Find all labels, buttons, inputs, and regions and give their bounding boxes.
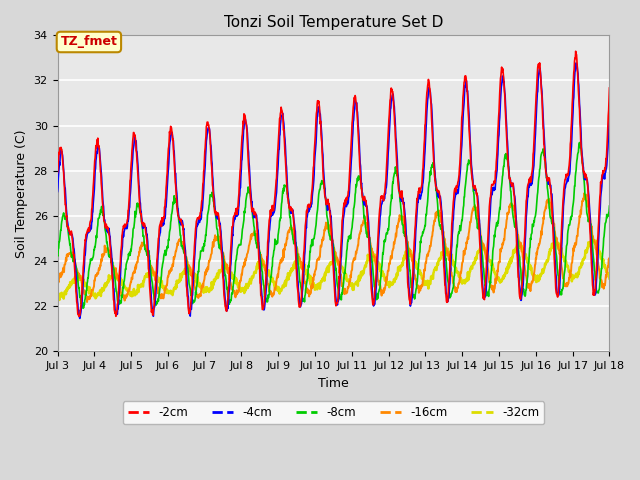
X-axis label: Time: Time xyxy=(318,377,349,390)
Title: Tonzi Soil Temperature Set D: Tonzi Soil Temperature Set D xyxy=(224,15,443,30)
Y-axis label: Soil Temperature (C): Soil Temperature (C) xyxy=(15,129,28,258)
Legend: -2cm, -4cm, -8cm, -16cm, -32cm: -2cm, -4cm, -8cm, -16cm, -32cm xyxy=(123,401,544,424)
Text: TZ_fmet: TZ_fmet xyxy=(60,36,117,48)
